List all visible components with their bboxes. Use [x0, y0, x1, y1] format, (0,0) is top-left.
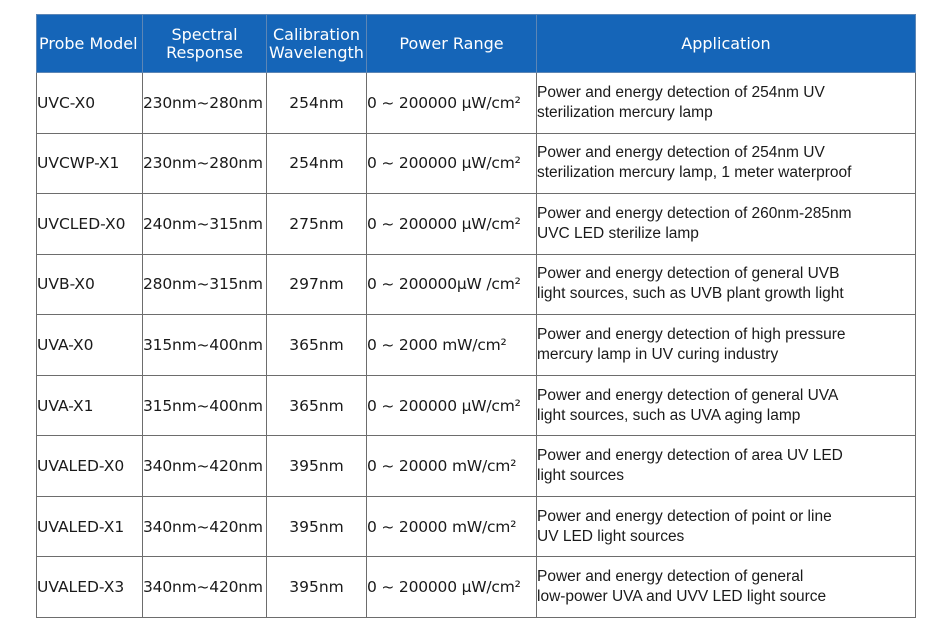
application-line-2: sterilization mercury lamp, 1 meter wate…: [537, 164, 852, 182]
table-row: UVCWP-X1 230nm~280nm 254nm 0 ~ 200000 μW/cm…: [36, 132, 916, 195]
application-line-2: UV LED light sources: [537, 527, 685, 545]
application-line-1: Power and energy detection of area UV LE…: [537, 447, 843, 465]
power-range-cell: 0 ~ 200000 μW/cm²: [366, 193, 537, 255]
application-line-1: Power and energy detection of high press…: [537, 325, 846, 343]
application-line-1: Power and energy detection of general: [537, 568, 804, 586]
spectral-response-cell: 315nm~400nm: [142, 374, 267, 437]
application-line-2: sterilization mercury lamp: [537, 103, 713, 121]
probe-model-cell: UVA-X1: [36, 374, 143, 437]
application-line-2: UVC LED sterilize lamp: [537, 224, 699, 242]
power-range-cell: 0 ~ 200000 μW/cm²: [366, 132, 537, 195]
spectral-response-cell: 280nm~315nm: [142, 253, 267, 316]
header-probe-model: Probe Model: [36, 14, 143, 73]
spectral-response-cell: 315nm~400nm: [142, 314, 267, 376]
calibration-wavelength-cell: 254nm: [266, 132, 367, 195]
spectral-response-cell: 340nm~420nm: [142, 556, 267, 618]
spectral-response-cell: 340nm~420nm: [142, 435, 267, 497]
application-line-1: Power and energy detection of 254nm UV: [537, 83, 825, 101]
application-line-2: light sources, such as UVA aging lamp: [537, 406, 801, 424]
application-cell: Power and energy detection of general UV…: [536, 374, 916, 437]
probe-model-cell: UVA-X0: [36, 314, 143, 376]
application-line-1: Power and energy detection of 260nm-285n…: [537, 204, 852, 222]
spectral-response-cell: 230nm~280nm: [142, 132, 267, 195]
table-body: UVC-X0 230nm~280nm 254nm 0 ~ 200000 μW/cm² P…: [36, 72, 916, 618]
calibration-wavelength-cell: 275nm: [266, 193, 367, 255]
power-range-cell: 0 ~ 200000 μW/cm²: [366, 374, 537, 437]
calibration-wavelength-cell: 297nm: [266, 253, 367, 316]
application-line-1: Power and energy detection of 254nm UV: [537, 144, 825, 162]
power-range-cell: 0 ~ 20000 mW/cm²: [366, 495, 537, 558]
table-row: UVC-X0 230nm~280nm 254nm 0 ~ 200000 μW/cm² P…: [36, 72, 916, 134]
application-line-1: Power and energy detection of point or l…: [537, 507, 832, 525]
probe-model-cell: UVALED-X0: [36, 435, 143, 497]
header-calibration-wavelength-line1: Calibration: [272, 24, 361, 44]
probe-model-cell: UVC-X0: [36, 72, 143, 134]
spectral-response-cell: 240nm~315nm: [142, 193, 267, 255]
application-line-2: mercury lamp in UV curing industry: [537, 345, 779, 363]
application-line-1: Power and energy detection of general UV…: [537, 265, 840, 283]
calibration-wavelength-cell: 365nm: [266, 374, 367, 437]
table-row: UVA-X0 315nm~400nm 365nm 0 ~ 2000 mW/cm² Pow…: [36, 314, 916, 376]
application-cell: Power and energy detection of 254nm UV st…: [536, 72, 916, 134]
power-range-cell: 0 ~ 200000 μW/cm²: [366, 556, 537, 618]
table-row: UVA-X1 315nm~400nm 365nm 0 ~ 200000 μW/cm² P…: [36, 374, 916, 437]
probe-model-cell: UVCLED-X0: [36, 193, 143, 255]
header-application: Application: [536, 14, 916, 73]
calibration-wavelength-cell: 395nm: [266, 435, 367, 497]
table-row: UVALED-X3 340nm~420nm 395nm 0 ~ 200000 μW/c…: [36, 556, 916, 618]
probe-model-cell: UVALED-X1: [36, 495, 143, 558]
application-cell: Power and energy detection of 260nm-285n…: [536, 193, 916, 255]
probe-model-cell: UVCWP-X1: [36, 132, 143, 195]
power-range-cell: 0 ~ 200000 μW/cm²: [366, 72, 537, 134]
power-range-cell: 0 ~ 2000 mW/cm²: [366, 314, 537, 376]
application-line-2: light sources, such as UVB plant growth …: [537, 285, 844, 303]
power-range-cell: 0 ~ 200000μW /cm²: [366, 253, 537, 316]
application-cell: Power and energy detection of area UV LE…: [536, 435, 916, 497]
header-calibration-wavelength: Calibration Wavelength: [266, 14, 367, 73]
table-row: UVB-X0 280nm~315nm 297nm 0 ~ 200000μW /cm² P…: [36, 253, 916, 316]
header-spectral-response-line1: Spectral: [171, 24, 238, 44]
calibration-wavelength-cell: 395nm: [266, 495, 367, 558]
application-cell: Power and energy detection of general low…: [536, 556, 916, 618]
header-spectral-response-line2: Response: [166, 42, 243, 62]
calibration-wavelength-cell: 365nm: [266, 314, 367, 376]
header-spectral-response: Spectral Response: [142, 14, 267, 73]
table-row: UVCLED-X0 240nm~315nm 275nm 0 ~ 200000 μW/c…: [36, 193, 916, 255]
table-header-row: Probe Model Spectral Response Calibratio…: [36, 14, 916, 73]
application-cell: Power and energy detection of 254nm UV st…: [536, 132, 916, 195]
calibration-wavelength-cell: 395nm: [266, 556, 367, 618]
application-line-2: low-power UVA and UVV LED light source: [537, 588, 827, 606]
application-cell: Power and energy detection of high press…: [536, 314, 916, 376]
table-row: UVALED-X1 340nm~420nm 395nm 0 ~ 20000 mW/cm…: [36, 495, 916, 558]
spectral-response-cell: 230nm~280nm: [142, 72, 267, 134]
spectral-response-cell: 340nm~420nm: [142, 495, 267, 558]
probe-model-cell: UVALED-X3: [36, 556, 143, 618]
application-line-1: Power and energy detection of general UV…: [537, 386, 839, 404]
table-row: UVALED-X0 340nm~420nm 395nm 0 ~ 20000 mW/cm…: [36, 435, 916, 497]
application-cell: Power and energy detection of general UV…: [536, 253, 916, 316]
header-power-range: Power Range: [366, 14, 537, 73]
power-range-cell: 0 ~ 20000 mW/cm²: [366, 435, 537, 497]
probe-spec-table: Probe Model Spectral Response Calibratio…: [36, 14, 916, 618]
header-calibration-wavelength-line2: Wavelength: [269, 42, 364, 62]
calibration-wavelength-cell: 254nm: [266, 72, 367, 134]
application-cell: Power and energy detection of point or l…: [536, 495, 916, 558]
application-line-2: light sources: [537, 467, 625, 485]
probe-model-cell: UVB-X0: [36, 253, 143, 316]
